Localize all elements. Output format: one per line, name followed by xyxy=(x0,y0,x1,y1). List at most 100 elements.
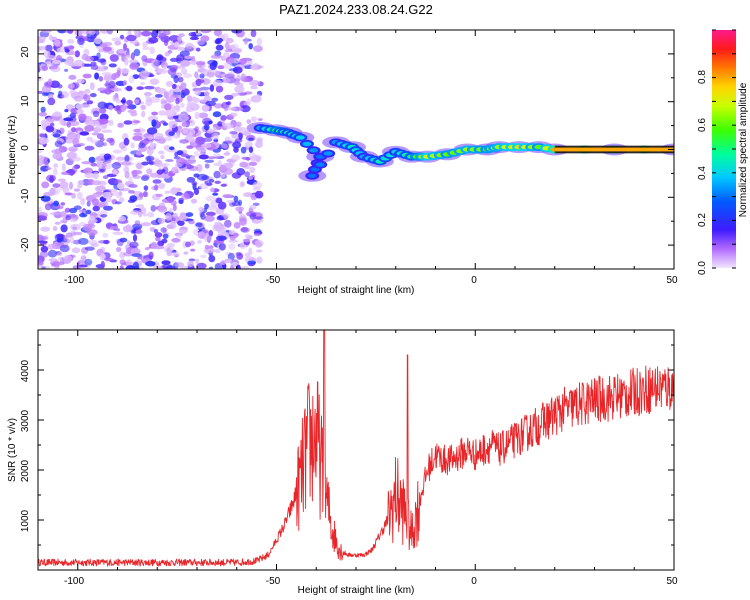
spectrogram-noise-blob xyxy=(82,73,92,79)
spectrogram-noise-blob xyxy=(86,136,93,142)
spectrogram-noise-blob xyxy=(112,231,124,235)
spectrogram-noise-blob xyxy=(224,73,235,79)
spectrogram-noise-blob xyxy=(127,199,136,204)
spectrogram-noise-blob xyxy=(160,154,165,160)
spectrogram-noise-blob xyxy=(130,210,140,216)
spectrogram-noise-blob xyxy=(131,169,143,175)
spectrogram-noise-blob xyxy=(172,212,178,219)
spectrogram-noise-blob xyxy=(150,241,158,249)
spectrogram-noise-blob xyxy=(233,112,238,117)
colorbar-tick-0-2: 0.2 xyxy=(697,213,708,227)
spectrogram-noise-blob xyxy=(161,100,168,105)
spectrogram-noise-blob xyxy=(65,52,77,56)
spectrogram-noise-blob xyxy=(255,219,264,223)
spectrogram-noise-blob xyxy=(38,46,47,51)
spectrogram-noise-blob xyxy=(76,78,85,84)
colorbar-tick-0-8: 0.8 xyxy=(697,70,708,84)
spectrogram-noise-blob xyxy=(133,128,141,133)
spectrogram-noise-blob xyxy=(172,115,179,119)
spectrogram-noise-blob xyxy=(195,79,205,84)
spectrogram-noise-blob xyxy=(237,127,247,134)
spectrogram-noise-blob xyxy=(137,209,143,218)
spectrogram-noise-blob xyxy=(59,181,69,189)
spectrogram-noise-blob xyxy=(100,260,106,269)
top-tick-x-neg50: -50 xyxy=(266,275,281,286)
bottom-tick-x-50: 50 xyxy=(666,576,678,587)
spectrogram-noise-blob xyxy=(106,173,117,178)
spectrogram-noise-blob xyxy=(193,173,200,178)
spectrogram-noise-blob xyxy=(128,176,133,183)
spectrogram-noise-blob xyxy=(64,68,69,72)
spectrogram-noise-blob xyxy=(193,151,199,157)
spectrogram-noise-blob xyxy=(138,142,146,149)
spectrogram-noise-blob xyxy=(161,260,171,265)
spectrogram-noise-blob xyxy=(111,73,117,81)
spectrogram-noise-blob xyxy=(233,195,239,203)
spectrogram-noise-blob xyxy=(164,190,171,194)
spectrogram-noise-blob xyxy=(191,96,197,102)
spectrogram-noise-blob xyxy=(167,49,173,54)
spectrogram-noise-blob xyxy=(60,220,65,224)
spectrogram-noise-blob xyxy=(41,30,52,33)
spectrogram-noise-blob xyxy=(182,73,193,79)
spectrogram-noise-blob xyxy=(132,74,140,79)
spectrogram-noise-blob xyxy=(41,84,52,93)
spectrogram-noise-blob xyxy=(178,113,190,122)
spectrogram-noise-blob xyxy=(232,49,242,54)
top-tick-x-0: 0 xyxy=(471,275,477,286)
spectrogram-noise-blob xyxy=(99,43,108,48)
spectrogram-ridge-core xyxy=(310,167,320,172)
spectrogram-noise-blob xyxy=(224,219,232,228)
spectrogram-noise-blob xyxy=(208,255,216,263)
spectrogram-noise-blob xyxy=(52,59,61,64)
spectrogram-noise-blob xyxy=(162,233,169,239)
spectrogram-noise-blob xyxy=(222,140,233,144)
spectrogram-noise-blob xyxy=(205,248,216,254)
spectrogram-noise-blob xyxy=(253,228,262,233)
spectrogram-noise-blob xyxy=(77,37,85,46)
spectrogram-noise-blob xyxy=(154,232,163,238)
spectrogram-noise-blob xyxy=(243,37,248,45)
spectrogram-noise-blob xyxy=(72,138,80,146)
spectrogram-noise-blob xyxy=(235,123,240,127)
spectrogram-noise-blob xyxy=(133,30,140,36)
spectrogram-noise-blob xyxy=(250,30,257,38)
spectrogram-noise-blob xyxy=(196,164,203,172)
spectrogram-noise-blob xyxy=(206,71,215,78)
spectrogram-noise-blob xyxy=(253,45,263,52)
spectrogram-noise-blob xyxy=(256,249,263,253)
spectrogram-noise-blob xyxy=(232,141,242,149)
bottom-y-axis-label: SNR (10 * v/v) xyxy=(7,418,18,482)
spectrogram-noise-blob xyxy=(132,223,143,230)
spectrogram-ridge-core xyxy=(302,141,312,147)
spectrogram-noise-blob xyxy=(235,206,245,212)
spectrogram-noise-blob xyxy=(131,253,143,258)
spectrogram-noise-blob xyxy=(151,111,159,116)
spectrogram-noise-blob xyxy=(157,266,163,269)
spectrogram-noise-blob xyxy=(207,59,218,66)
top-x-axis-label: Height of straight line (km) xyxy=(298,285,415,296)
spectrogram-noise-blob xyxy=(171,237,181,243)
spectrogram-noise-blob xyxy=(124,171,130,179)
spectrogram-noise-blob xyxy=(60,224,68,233)
spectrogram-noise-blob xyxy=(106,30,113,35)
spectrogram-noise-blob xyxy=(68,146,78,153)
spectrogram-noise-blob xyxy=(220,183,227,187)
spectrogram-noise-blob xyxy=(102,232,109,238)
spectrogram-noise-blob xyxy=(188,138,196,143)
spectrogram-noise-blob xyxy=(103,205,113,211)
spectrogram-noise-blob xyxy=(45,125,55,133)
spectrogram-noise-blob xyxy=(194,111,200,120)
spectrogram-noise-blob xyxy=(144,247,150,251)
spectrogram-noise-blob xyxy=(97,161,103,169)
spectrogram-noise-blob xyxy=(247,260,257,265)
spectrogram-noise-blob xyxy=(72,265,81,269)
spectrogram-noise-blob xyxy=(180,153,189,158)
spectrogram-noise-blob xyxy=(223,122,234,129)
spectrogram-noise-blob xyxy=(60,211,67,217)
spectrogram-noise-blob xyxy=(79,131,90,136)
spectrogram-noise-blob xyxy=(47,97,56,106)
spectrogram-noise-blob xyxy=(224,42,230,50)
spectrogram-noise-blob xyxy=(240,227,250,233)
